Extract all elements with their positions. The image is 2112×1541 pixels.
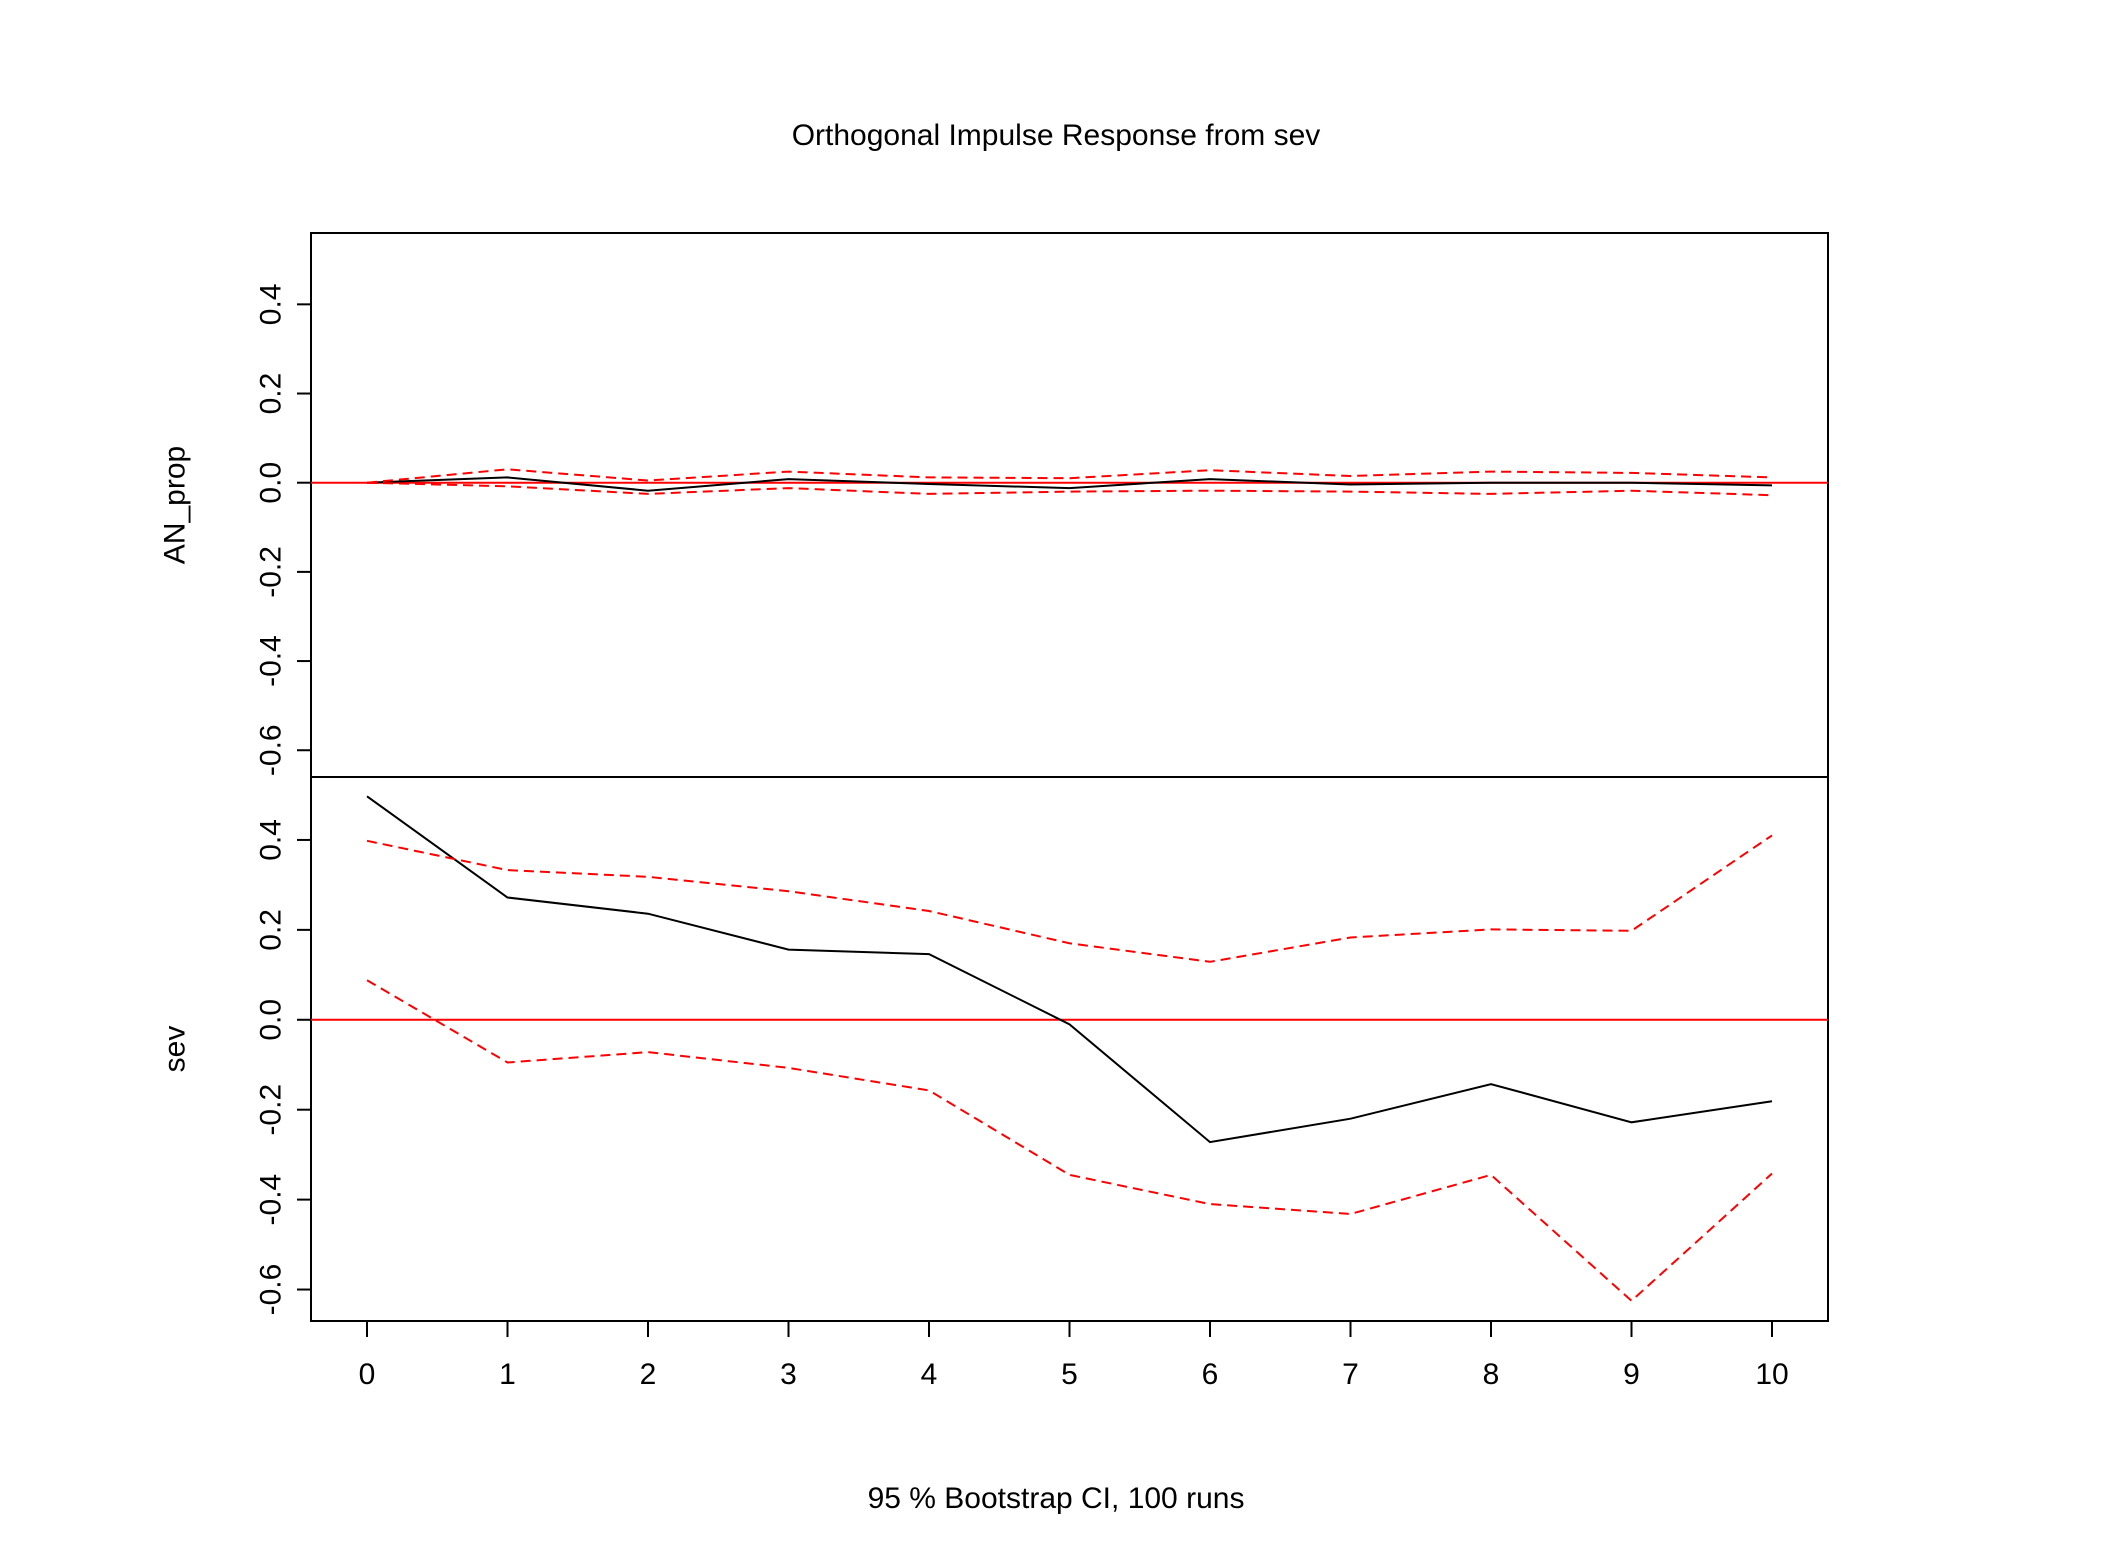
y-tick-label: -0.4 [255, 635, 288, 687]
ci-lower-line [366, 979, 1773, 1303]
x-tick-label: 3 [780, 1358, 797, 1391]
response-line [366, 476, 1773, 492]
ci-upper-line [366, 834, 1773, 963]
y-tick-label: 0.2 [255, 373, 288, 415]
x-axis: 0 1 2 3 4 5 6 7 8 9 10 [359, 1320, 1789, 1391]
panel-1: -0.6 -0.4 -0.2 0.0 0.2 0.4 AN_prop [159, 232, 1829, 778]
y-tick-label: 0.4 [255, 819, 288, 861]
y-tick-label: -0.4 [255, 1174, 288, 1226]
x-tick-label: 6 [1202, 1358, 1219, 1391]
response-line [366, 795, 1773, 1144]
ci-lower-line [366, 481, 1773, 497]
x-tick-label: 7 [1342, 1358, 1359, 1391]
panel-frame [310, 776, 1829, 1322]
x-tick-label: 10 [1755, 1358, 1788, 1391]
ci-upper-line [366, 468, 1773, 484]
y-axis-label: sev [159, 1026, 192, 1073]
y-tick-label: 0.2 [255, 909, 288, 951]
panel-2: -0.6 -0.4 -0.2 0.0 0.2 0.4 sev [159, 776, 1829, 1322]
x-tick-label: 0 [359, 1358, 376, 1391]
y-tick-label: 0.0 [255, 462, 288, 504]
y-tick-label: 0.0 [255, 999, 288, 1041]
x-tick-label: 4 [921, 1358, 938, 1391]
y-tick-label: -0.6 [255, 724, 288, 776]
x-tick-label: 1 [499, 1358, 516, 1391]
y-tick-label: -0.2 [255, 546, 288, 598]
chart-title: Orthogonal Impulse Response from sev [792, 119, 1321, 152]
x-tick-label: 9 [1623, 1358, 1640, 1391]
x-axis-label: 95 % Bootstrap CI, 100 runs [868, 1482, 1245, 1515]
x-tick-label: 2 [640, 1358, 657, 1391]
panels-layer: -0.6 -0.4 -0.2 0.0 0.2 0.4 AN_prop -0.6 -0.4 -0.2… [159, 232, 1829, 1322]
y-axis-label: AN_prop [159, 446, 192, 564]
x-tick-label: 5 [1061, 1358, 1078, 1391]
y-tick-label: -0.6 [255, 1264, 288, 1316]
y-tick-label: 0.4 [255, 283, 288, 325]
x-tick-label: 8 [1483, 1358, 1500, 1391]
y-tick-label: -0.2 [255, 1084, 288, 1136]
panel-frame [310, 232, 1829, 778]
